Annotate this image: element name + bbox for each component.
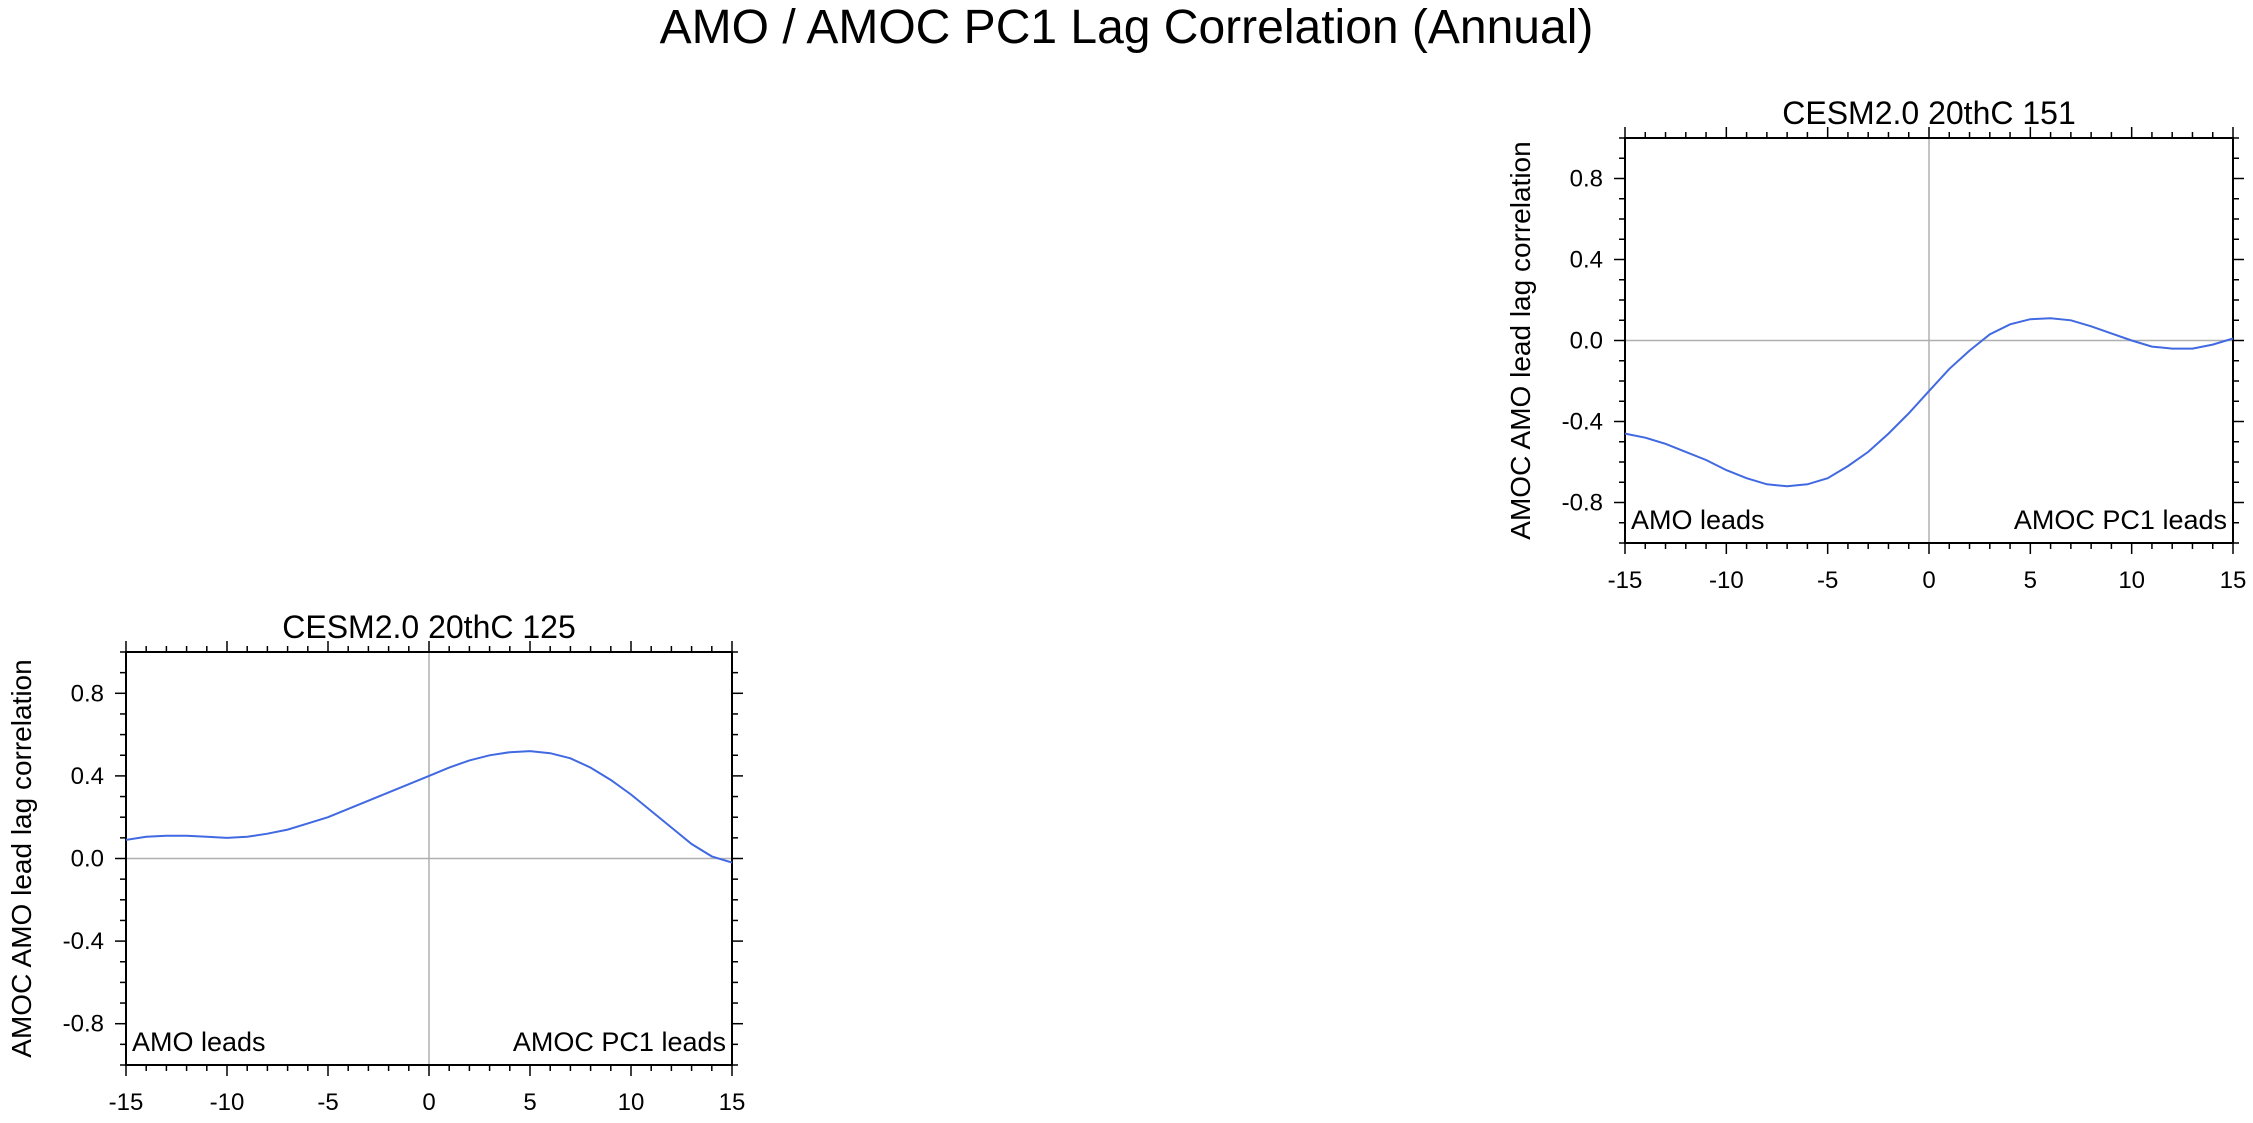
chart-panel-2: -15 -10 -5 0 5 10 15 0.8 0.4 0.0 -0.4 -0.8 CESM2.0 2…	[6, 609, 745, 1116]
y-tick-label: 0.0	[1570, 328, 1603, 355]
y-tick-label: 0.8	[71, 680, 104, 707]
chart-panel-1: -15 -10 -5 0 5 10 15 0.8 0.4 0.0 -0.4 -0.8 CESM2.0 2…	[1505, 95, 2246, 594]
x-tick-label: 15	[2220, 567, 2247, 594]
annotation-left: AMO leads	[132, 1027, 266, 1057]
y-tick-label: -0.8	[1562, 490, 1603, 517]
y-tick-label: 0.4	[1570, 247, 1603, 274]
x-tick-label: -15	[109, 1089, 144, 1116]
y-tick-label: -0.4	[1562, 409, 1603, 436]
y-axis-label: AMOC AMO lead lag correlation	[6, 659, 37, 1057]
y-tick-label: 0.0	[71, 846, 104, 873]
x-tick-label: -5	[317, 1089, 338, 1116]
x-tick-label: -10	[210, 1089, 245, 1116]
chart-title: CESM2.0 20thC 125	[282, 609, 576, 645]
x-tick-label: 15	[719, 1089, 746, 1116]
x-tick-label: -10	[1709, 567, 1744, 594]
chart-title: CESM2.0 20thC 151	[1782, 95, 2076, 131]
annotation-left: AMO leads	[1631, 505, 1765, 535]
y-tick-label: 0.4	[71, 763, 104, 790]
x-tick-label: 10	[618, 1089, 645, 1116]
annotation-right: AMOC PC1 leads	[513, 1027, 726, 1057]
plot-frame	[1624, 137, 2234, 544]
plot-frame	[125, 651, 733, 1066]
x-tick-label: 5	[2024, 567, 2037, 594]
x-tick-label: 0	[1922, 567, 1935, 594]
x-tick-label: -5	[1817, 567, 1838, 594]
y-axis-label: AMOC AMO lead lag correlation	[1505, 141, 1536, 539]
x-tick-label: 0	[422, 1089, 435, 1116]
x-tick-label: 5	[523, 1089, 536, 1116]
x-tick-label: -15	[1608, 567, 1643, 594]
page-title: AMO / AMOC PC1 Lag Correlation (Annual)	[659, 1, 1594, 54]
annotation-right: AMOC PC1 leads	[2014, 505, 2227, 535]
x-tick-label: 10	[2118, 567, 2145, 594]
y-tick-label: -0.8	[63, 1011, 104, 1038]
y-tick-label: 0.8	[1570, 166, 1603, 193]
y-tick-label: -0.4	[63, 928, 104, 955]
